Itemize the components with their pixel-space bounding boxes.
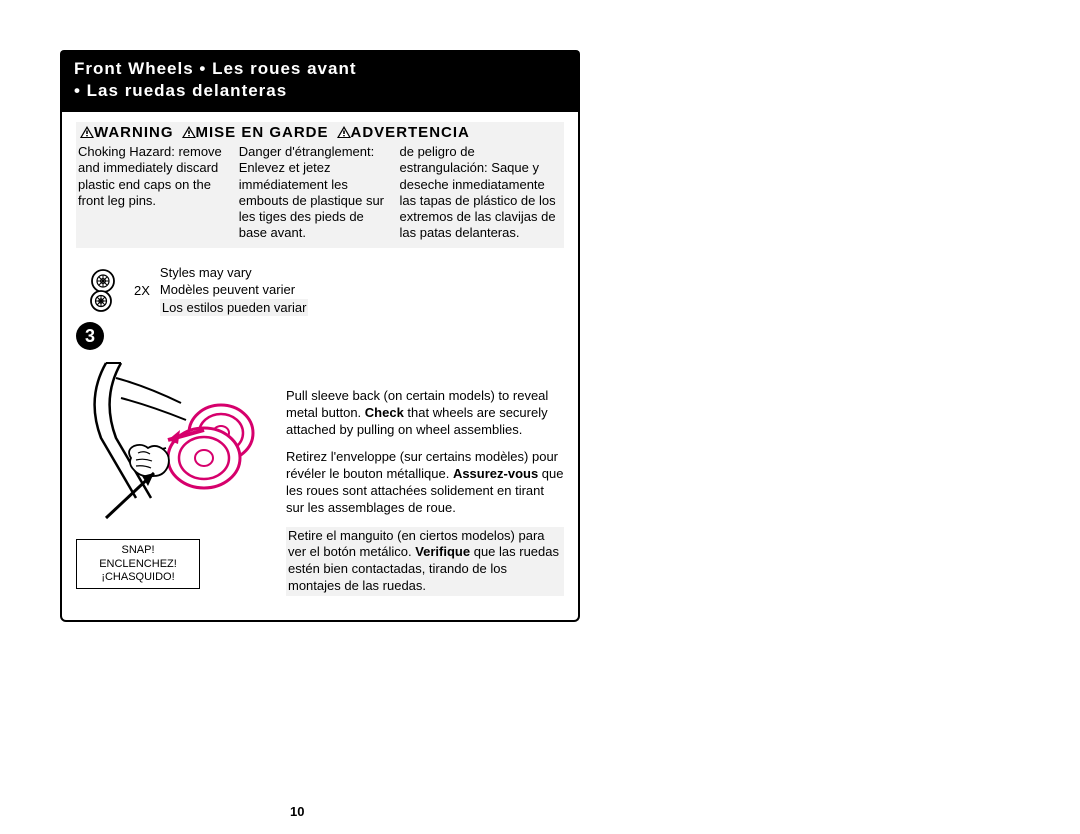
snap-en: SNAP! [83, 544, 193, 557]
step-text-fr: Retirez l'enveloppe (sur certains modèle… [286, 449, 564, 517]
step-illustration-col: SNAP! ENCLENCHEZ! ¡CHASQUIDO! [76, 358, 266, 606]
warning-head-es: ADVERTENCIA [335, 124, 472, 142]
snap-label-box: SNAP! ENCLENCHEZ! ¡CHASQUIDO! [76, 539, 200, 589]
warning-triangle-icon [337, 125, 351, 142]
step-text-col: Pull sleeve back (on certain models) to … [286, 358, 564, 606]
warning-body-row: Choking Hazard: remove and immediately d… [76, 144, 564, 248]
title-line-2: • Las ruedas delanteras [74, 80, 566, 102]
step-text-en: Pull sleeve back (on certain models) to … [286, 388, 564, 439]
step-row: SNAP! ENCLENCHEZ! ¡CHASQUIDO! Pull sleev… [76, 358, 564, 606]
step-number-badge: 3 [76, 322, 104, 350]
warning-body-es: de peligro de estrangulación: Saque y de… [400, 144, 562, 242]
styles-en: Styles may vary [160, 264, 309, 282]
wheel-pair-icon [84, 268, 122, 312]
instruction-page: Front Wheels • Les roues avant • Las rue… [60, 50, 580, 622]
wheel-assembly-illustration [76, 358, 266, 528]
snap-es: ¡CHASQUIDO! [83, 571, 193, 584]
warning-body-fr: Danger d'étranglement: Enlevez et jetez … [239, 144, 394, 242]
section-title-box: Front Wheels • Les roues avant • Las rue… [60, 50, 580, 112]
warning-triangle-icon [182, 125, 196, 142]
warning-head-fr: MISE EN GARDE [180, 124, 331, 142]
snap-fr: ENCLENCHEZ! [83, 558, 193, 571]
quantity-label: 2X [134, 283, 150, 298]
page-number: 10 [290, 804, 304, 819]
styles-fr: Modèles peuvent varier [160, 281, 309, 299]
warning-head-en: WARNING [78, 124, 176, 142]
warning-body-en: Choking Hazard: remove and immediately d… [78, 144, 233, 242]
step-text-es: Retire el manguito (en ciertos modelos) … [286, 527, 564, 597]
styles-text: Styles may vary Modèles peuvent varier L… [160, 264, 309, 317]
styles-row: 2X Styles may vary Modèles peuvent varie… [84, 264, 564, 317]
content-box: WARNING MISE EN GARDE ADVERTENCIA Chokin… [60, 112, 580, 622]
styles-es: Los estilos pueden variar [160, 299, 309, 317]
warning-triangle-icon [80, 125, 94, 142]
warning-header-row: WARNING MISE EN GARDE ADVERTENCIA [76, 122, 564, 144]
title-line-1: Front Wheels • Les roues avant [74, 58, 566, 80]
